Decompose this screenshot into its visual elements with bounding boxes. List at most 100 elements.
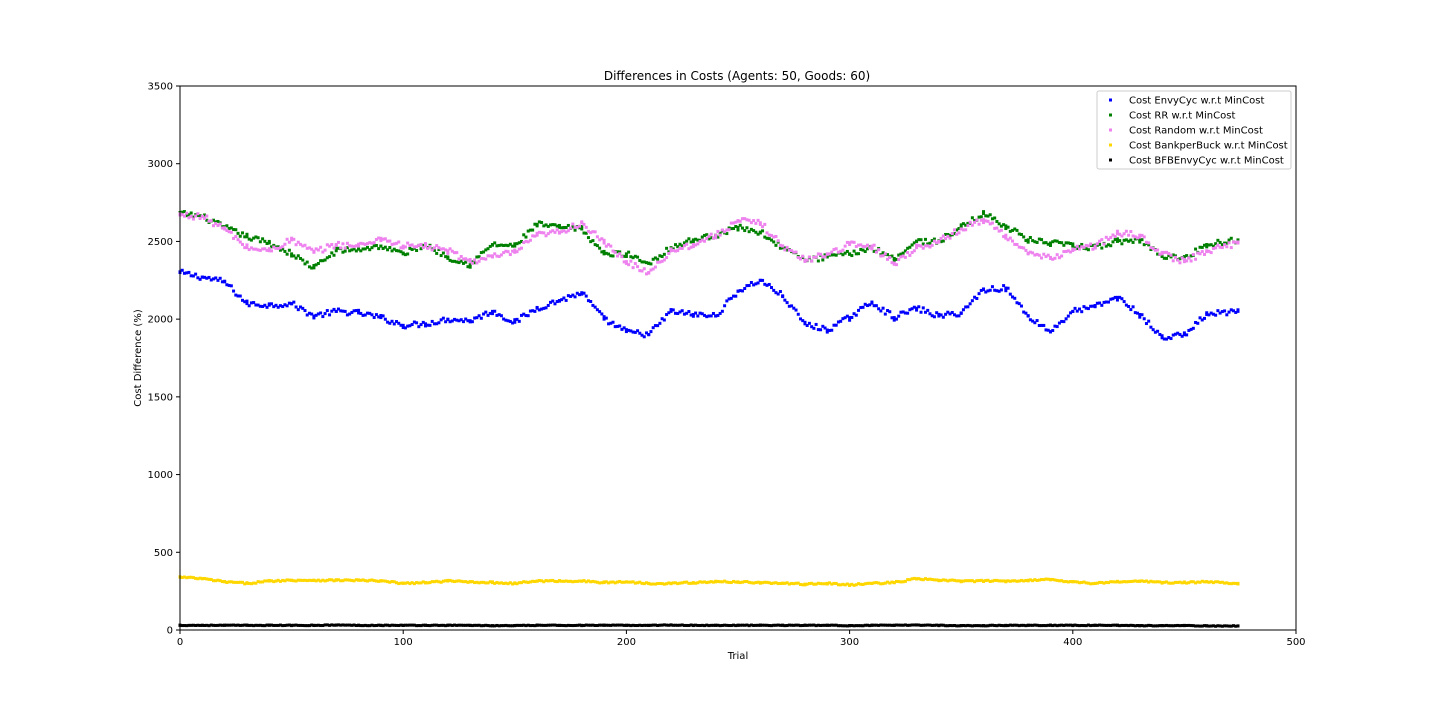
data-point (484, 248, 488, 252)
data-point (756, 218, 760, 222)
data-point (319, 624, 323, 628)
data-point (473, 623, 477, 627)
data-point (560, 230, 564, 234)
data-point (781, 623, 785, 627)
data-point (196, 214, 200, 218)
data-point (917, 577, 921, 581)
data-point (1040, 323, 1044, 327)
data-point (1178, 624, 1182, 628)
data-point (254, 247, 258, 251)
data-point (593, 243, 597, 247)
data-point (1004, 233, 1008, 237)
data-point (711, 580, 715, 584)
data-point (435, 579, 439, 583)
data-point (776, 239, 780, 243)
data-point (1022, 310, 1026, 314)
data-point (553, 223, 557, 227)
data-point (343, 623, 347, 627)
data-point (287, 301, 291, 305)
data-point (399, 250, 403, 254)
data-point (256, 248, 260, 252)
data-point (421, 320, 425, 324)
data-point (359, 249, 363, 253)
data-point (932, 237, 936, 241)
x-axis-label: Trial (727, 651, 748, 662)
data-point (1218, 580, 1222, 584)
data-point (1051, 577, 1055, 581)
data-point (830, 582, 834, 586)
data-point (475, 580, 479, 584)
data-point (1220, 243, 1224, 247)
data-point (805, 258, 809, 262)
data-point (845, 624, 849, 628)
data-point (406, 324, 410, 328)
data-point (283, 623, 287, 627)
data-point (1140, 579, 1144, 583)
data-point (1169, 581, 1173, 585)
data-point (834, 581, 838, 585)
data-point (656, 582, 660, 586)
data-point (888, 581, 892, 585)
data-point (848, 252, 852, 256)
data-point (935, 311, 939, 315)
data-point (1057, 256, 1061, 260)
data-point (803, 320, 807, 324)
data-point (899, 623, 903, 627)
data-point (836, 320, 840, 324)
data-point (372, 315, 376, 319)
data-point (879, 623, 883, 627)
data-point (312, 263, 316, 267)
data-point (504, 623, 508, 627)
data-point (1006, 579, 1010, 583)
data-point (290, 302, 294, 306)
data-point (537, 230, 541, 234)
data-point (383, 579, 387, 583)
data-point (278, 623, 282, 627)
data-point (1115, 623, 1119, 627)
data-point (502, 243, 506, 247)
data-point (196, 276, 200, 280)
data-point (531, 309, 535, 313)
data-point (761, 581, 765, 585)
data-point (716, 623, 720, 627)
data-point (1035, 578, 1039, 582)
data-point (374, 579, 378, 583)
data-points (178, 210, 1240, 628)
data-point (602, 317, 606, 321)
data-point (1133, 579, 1137, 583)
data-point (651, 267, 655, 271)
data-point (711, 623, 715, 627)
data-point (419, 323, 423, 327)
data-point (743, 229, 747, 233)
data-point (513, 320, 517, 324)
data-point (1189, 580, 1193, 584)
data-point (336, 578, 340, 582)
data-point (734, 294, 738, 298)
data-point (825, 255, 829, 259)
data-point (343, 309, 347, 313)
data-point (1196, 321, 1200, 325)
data-point (499, 314, 503, 318)
data-point (1026, 623, 1030, 627)
data-point (245, 232, 249, 236)
data-point (703, 233, 707, 237)
data-point (1124, 303, 1128, 307)
data-point (1111, 240, 1115, 244)
data-point (1073, 306, 1077, 310)
data-point (448, 623, 452, 627)
data-point (475, 261, 479, 265)
data-point (1062, 623, 1066, 627)
data-point (1127, 580, 1131, 584)
data-point (678, 623, 682, 627)
data-point (526, 580, 530, 584)
data-point (555, 623, 559, 627)
data-point (357, 578, 361, 582)
data-point (769, 286, 773, 290)
data-point (604, 623, 608, 627)
data-point (658, 321, 662, 325)
data-point (439, 247, 443, 251)
data-point (453, 580, 457, 584)
data-point (932, 578, 936, 582)
data-point (1113, 238, 1117, 242)
data-point (274, 579, 278, 583)
